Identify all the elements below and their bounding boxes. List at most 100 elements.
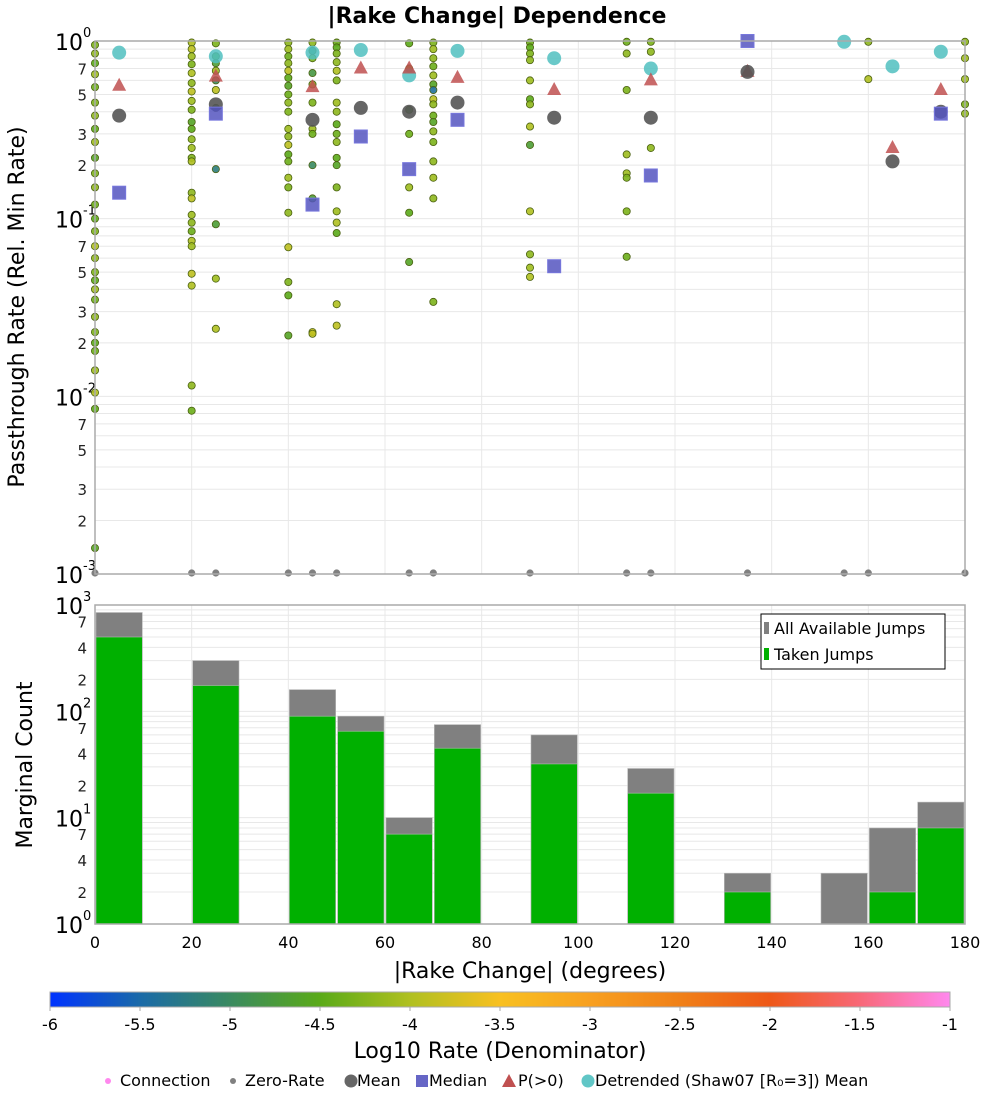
colorbar-tick-label: -4.5 — [304, 1015, 335, 1034]
median-marker — [353, 129, 368, 144]
connection-point — [187, 135, 196, 144]
detrended-legend-icon — [581, 1074, 595, 1088]
detrended-mean-marker — [208, 49, 223, 64]
connection-point — [429, 157, 438, 166]
connection-point — [211, 220, 220, 229]
median-marker — [112, 185, 127, 200]
p-gt-0-marker — [450, 69, 465, 83]
mean-marker — [885, 154, 900, 169]
detrended-mean-marker — [450, 43, 465, 58]
top-y-decade-label: 10 — [55, 31, 83, 56]
connection-point — [622, 49, 631, 58]
bar-taken-jumps — [869, 891, 916, 925]
bar-taken-jumps — [627, 792, 675, 925]
connection-point — [526, 56, 535, 65]
x-tick-label: 100 — [563, 933, 594, 952]
colorbar-tick-label: -2 — [762, 1015, 778, 1034]
bottom-y-minor-label: 7 — [77, 720, 87, 738]
bar-taken-jumps — [289, 715, 336, 925]
connection-point — [332, 153, 341, 162]
colorbar-tick-label: -5.5 — [124, 1015, 155, 1034]
p-gt-0-marker — [933, 81, 948, 95]
colorbar-tick-label: -4 — [402, 1015, 418, 1034]
connection-point — [526, 100, 535, 109]
legend-label-taken: Taken Jumps — [773, 645, 874, 664]
colorbar-tick-label: -3 — [582, 1015, 598, 1034]
connection-point — [622, 150, 631, 159]
connection-point — [187, 79, 196, 88]
p-gt-0-marker — [112, 77, 127, 91]
connection-point — [332, 66, 341, 75]
legend-swatch-all — [764, 622, 769, 634]
colorbar-tick-label: -1.5 — [844, 1015, 875, 1034]
connection-point — [332, 229, 341, 238]
connection-point — [526, 263, 535, 272]
x-tick-label: 20 — [181, 933, 201, 952]
bottom-y-minor-label: 4 — [77, 852, 87, 870]
p_gt_0-legend-label: P(>0) — [518, 1071, 564, 1090]
connection-point — [429, 100, 438, 109]
mean-marker — [547, 110, 562, 125]
bar-legend-box — [760, 613, 946, 670]
top-y-minor-label: 7 — [77, 61, 87, 79]
connection-point — [646, 143, 655, 152]
connection-point — [187, 96, 196, 105]
zero-rate-point — [308, 569, 317, 577]
bottom-y-decade-exponent: 0 — [83, 909, 91, 924]
top-y-minor-label: 3 — [77, 126, 87, 144]
top-plot-frame — [94, 40, 966, 575]
p-gt-0-marker — [305, 79, 320, 93]
connection-point — [187, 118, 196, 127]
connection-point — [526, 140, 535, 149]
connection-point — [332, 218, 341, 227]
top-y-minor-label: 5 — [77, 86, 87, 104]
x-tick-label: 40 — [278, 933, 298, 952]
mean-marker — [353, 100, 368, 115]
connection-point — [405, 258, 414, 267]
median-marker — [208, 106, 223, 121]
top-summary-markers — [112, 34, 948, 274]
connection-point — [284, 173, 293, 182]
zero-rate-point — [526, 569, 534, 577]
median-legend-icon — [416, 1075, 428, 1087]
top-y-minor-label: 2 — [77, 513, 87, 531]
x-tick-label: 140 — [756, 933, 787, 952]
top-y-minor-label: 5 — [77, 442, 87, 460]
mean-marker — [402, 104, 417, 119]
colorbar-tick-label: -1 — [942, 1015, 958, 1034]
detrended-mean-marker — [112, 45, 127, 60]
x-tick-label: 80 — [471, 933, 491, 952]
connection-point — [284, 38, 293, 47]
connection-point — [646, 47, 655, 56]
connection-point — [284, 45, 293, 54]
connection-point — [332, 183, 341, 192]
connection-point — [187, 69, 196, 78]
colorbar-tick-label: -3.5 — [484, 1015, 515, 1034]
connection-point — [211, 274, 220, 283]
x-tick-labels: 0 20 40 60 80 100 120 140 160 180 — [90, 933, 980, 952]
connection-legend-icon — [105, 1078, 111, 1084]
bar-legend: All Available Jumps Taken Jumps — [760, 613, 946, 670]
top-y-axis-label: Passthrough Rate (Rel. Min Rate) — [5, 126, 30, 487]
bar-taken-jumps — [724, 891, 771, 925]
connection-point — [332, 138, 341, 147]
bottom-y-minor-label: 2 — [77, 778, 87, 796]
connection-point — [332, 321, 341, 330]
connection-point — [284, 81, 293, 90]
connection-point — [284, 278, 293, 287]
bottom-y-decade-label: 10 — [55, 808, 83, 833]
connection-point — [284, 183, 293, 192]
connection-point — [284, 73, 293, 82]
connection-point — [622, 173, 631, 182]
zero-rate-point — [840, 569, 848, 577]
connection-point — [284, 59, 293, 68]
chart-title: |Rake Change| Dependence — [328, 4, 667, 29]
top-y-minor-label: 3 — [77, 304, 87, 322]
zero-rate-point — [623, 569, 631, 577]
mean-marker — [112, 108, 127, 123]
connection-point — [332, 129, 341, 138]
bar-taken-jumps — [337, 730, 385, 925]
median-legend-label: Median — [429, 1071, 487, 1090]
colorbar-tick-label: -6 — [42, 1015, 58, 1034]
connection-point — [187, 381, 196, 390]
